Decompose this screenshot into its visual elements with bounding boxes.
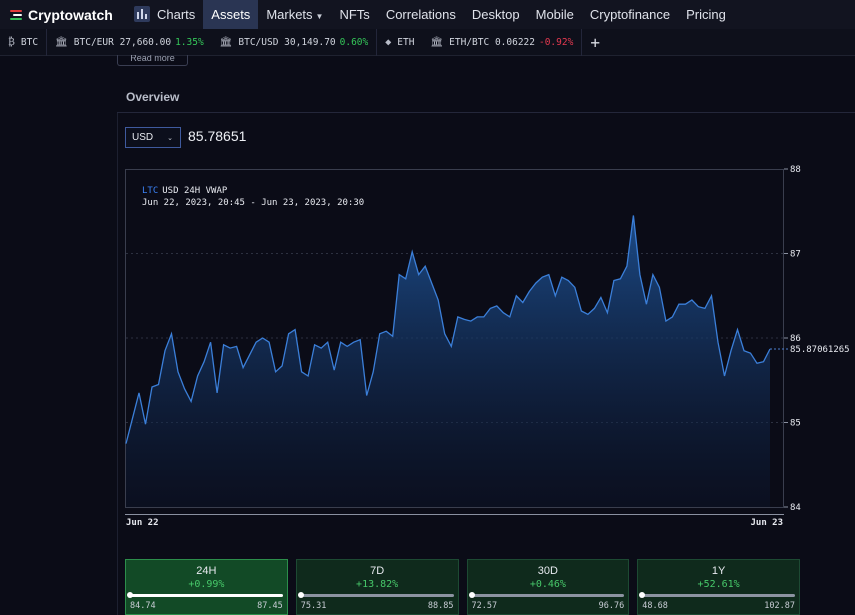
y-tick-label: 86: [790, 334, 801, 344]
chart-title: LTC USD 24H VWAP: [142, 186, 228, 196]
range-low: 84.74: [130, 601, 156, 611]
ticker-pair: BTC: [20, 36, 39, 48]
range-bar: [297, 592, 454, 598]
period-card-7d[interactable]: 7D +13.82% 75.31 88.85: [295, 559, 459, 615]
add-ticker-button[interactable]: +: [590, 32, 600, 52]
bitcoin-icon: ₿: [8, 36, 15, 48]
ticker-item-btc[interactable]: ₿ BTC: [0, 29, 46, 56]
range-knob: [639, 592, 646, 598]
range-high: 96.76: [598, 601, 625, 611]
period-change: +0.46%: [529, 579, 566, 590]
y-tick-label: 84: [790, 503, 801, 513]
ticker-divider: [581, 28, 583, 56]
chart-title-asset: LTC: [142, 186, 158, 196]
period-change: +52.61%: [697, 579, 740, 590]
currency-select[interactable]: USD ⌄: [125, 127, 181, 148]
range-low: 72.57: [471, 601, 498, 611]
chart-line: [125, 215, 771, 444]
range-bar: [127, 592, 283, 598]
nav-correlations[interactable]: Correlations: [385, 7, 456, 22]
period-label: 7D: [370, 565, 385, 577]
nav-charts-label: Charts: [157, 7, 196, 22]
nav-nfts[interactable]: NFTs: [339, 7, 370, 22]
bank-icon: 🏛: [219, 36, 233, 48]
ethereum-icon: ◆: [385, 36, 392, 48]
period-card-1y[interactable]: 1Y +52.61% 48.68 102.87: [637, 559, 800, 615]
chart-title-rest: USD 24H VWAP: [162, 186, 228, 196]
bank-icon: 🏛: [430, 36, 444, 48]
ticker-price: 30,149.70: [284, 36, 336, 48]
chart-frame: [125, 169, 784, 508]
top-nav: Cryptowatch Charts Assets Markets ▼ NFTs …: [0, 0, 855, 29]
range-bar: [639, 592, 795, 598]
ticker-pair: BTC/USD: [238, 36, 279, 48]
range-high: 88.85: [427, 601, 454, 611]
ticker-price: 0.06222: [494, 36, 535, 48]
y-tick-label: 87: [790, 250, 801, 260]
cryptowatch-logo-icon: [10, 9, 22, 20]
nav-desktop[interactable]: Desktop: [471, 7, 520, 22]
ticker-divider: [46, 28, 48, 56]
range-low: 48.68: [642, 601, 668, 611]
nav-assets[interactable]: Assets: [203, 0, 259, 29]
overview-divider: [117, 112, 855, 113]
ticker-pair: ETH/BTC: [449, 36, 490, 48]
chevron-down-icon: ▼: [315, 12, 324, 21]
range-bar: [468, 592, 625, 598]
chart-subtitle: Jun 22, 2023, 20:45 - Jun 23, 2023, 20:3…: [142, 198, 364, 208]
chevron-down-icon: ⌄: [167, 134, 173, 142]
nav-pricing[interactable]: Pricing: [686, 7, 726, 22]
ticker-change: 0.60%: [339, 36, 369, 48]
last-value-label: 85.87061265: [790, 345, 850, 355]
period-label: 1Y: [711, 565, 726, 577]
brand-name: Cryptowatch: [28, 6, 113, 23]
read-more-button[interactable]: Read more: [117, 55, 188, 66]
nav-charts[interactable]: Charts: [128, 0, 203, 29]
nav-markets-label: Markets: [266, 7, 313, 22]
x-tick-label-start: Jun 22: [126, 518, 159, 528]
range-low: 75.31: [300, 601, 327, 611]
nav-markets[interactable]: Markets ▼: [258, 0, 331, 29]
overview-title: Overview: [126, 90, 180, 104]
ticker-price: 27,660.00: [119, 36, 172, 48]
section-border: [117, 112, 118, 615]
period-change: +0.99%: [188, 579, 225, 590]
ticker-change: -0.92%: [538, 36, 574, 48]
price-chart[interactable]: 84 85 86 87 88 85.87061265 LTC USD 24H VWAP J…: [0, 0, 855, 540]
period-card-30d[interactable]: 30D +0.46% 72.57 96.76: [466, 559, 630, 615]
period-label: 30D: [537, 565, 558, 577]
ticker-item-eth-btc[interactable]: 🏛 ETH/BTC 0.06222 -0.92%: [422, 29, 581, 56]
ticker-change: 1.35%: [175, 36, 204, 48]
bank-icon: 🏛: [55, 36, 68, 48]
period-card-24h[interactable]: 24H +0.99% 84.74 87.45: [125, 559, 288, 615]
bar-chart-icon: [134, 6, 150, 22]
range-high: 87.45: [257, 601, 283, 611]
ticker-bar: ₿ BTC 🏛 BTC/EUR 27,660.00 1.35% 🏛 BTC/US…: [0, 28, 855, 56]
y-tick-label: 85: [790, 419, 801, 429]
range-knob: [468, 592, 475, 598]
ticker-item-btc-usd[interactable]: 🏛 BTC/USD 30,149.70 0.60%: [212, 29, 377, 56]
ticker-pair: BTC/EUR: [73, 36, 114, 48]
x-tick-label-end: Jun 23: [750, 518, 783, 528]
period-label: 24H: [196, 565, 217, 577]
brand-logo-link[interactable]: Cryptowatch: [0, 0, 128, 29]
currency-select-value: USD: [132, 132, 154, 143]
range-high: 102.87: [764, 601, 795, 611]
range-knob: [127, 592, 133, 598]
nav-cryptofinance[interactable]: Cryptofinance: [589, 7, 671, 22]
nav-mobile[interactable]: Mobile: [535, 7, 574, 22]
period-change: +13.82%: [356, 579, 399, 590]
y-tick-label: 88: [790, 165, 801, 175]
ticker-item-eth[interactable]: ◆ ETH: [377, 29, 422, 56]
ticker-pair: ETH: [397, 36, 415, 48]
current-price: 85.78651: [188, 128, 247, 144]
range-knob: [297, 592, 304, 598]
period-selector: 24H +0.99% 84.74 87.45 7D +13.82% 75.31 …: [125, 559, 800, 615]
ticker-item-btc-eur[interactable]: 🏛 BTC/EUR 27,660.00 1.35%: [47, 29, 212, 56]
chart-area-fill: [126, 215, 770, 507]
ticker-divider: [376, 28, 378, 56]
